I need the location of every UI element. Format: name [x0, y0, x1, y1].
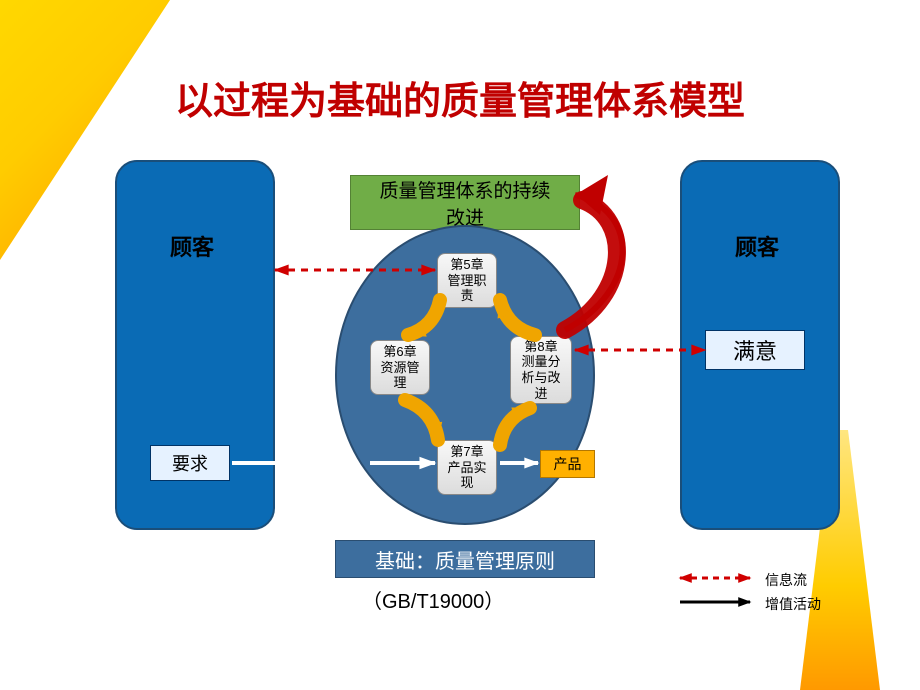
ch6-l1: 第6章 [383, 344, 416, 359]
slide-title: 以过程为基础的质量管理体系模型 [0, 70, 920, 125]
foundation-box: 基础：质量管理原则 [335, 540, 595, 578]
ch6-l3: 理 [393, 375, 406, 390]
requirement-box: 要求 [150, 445, 230, 481]
standard-label: （GB/T19000） [362, 585, 504, 614]
green-line1: 质量管理体系的持续 [379, 181, 550, 202]
customer-right-label: 顾客 [735, 230, 779, 262]
continuous-improvement-box: 质量管理体系的持续 改进 [350, 175, 580, 230]
ch8-l2: 测量分 [521, 354, 560, 369]
ch7-l2: 产品实 [447, 460, 486, 475]
ch5-l2: 管理职 [447, 273, 486, 288]
ch7-l1: 第7章 [450, 444, 483, 459]
ch5-l1: 第5章 [450, 257, 483, 272]
legend-value-add: 增值活动 [765, 594, 821, 614]
ch6-l2: 资源管 [380, 360, 419, 375]
ch7-l3: 现 [460, 475, 473, 490]
satisfaction-box: 满意 [705, 330, 805, 370]
ch8-l4: 进 [534, 386, 547, 401]
node-ch8: 第8章 测量分 析与改 进 [510, 336, 572, 404]
customer-left-label: 顾客 [170, 230, 214, 262]
node-ch6: 第6章 资源管 理 [370, 340, 430, 395]
ch5-l3: 责 [460, 288, 473, 303]
node-ch5: 第5章 管理职 责 [437, 253, 497, 308]
node-ch7: 第7章 产品实 现 [437, 440, 497, 495]
legend-info-flow: 信息流 [765, 570, 807, 590]
ch8-l3: 析与改 [521, 370, 560, 385]
product-box: 产品 [540, 450, 595, 478]
ch8-l1: 第8章 [524, 339, 557, 354]
